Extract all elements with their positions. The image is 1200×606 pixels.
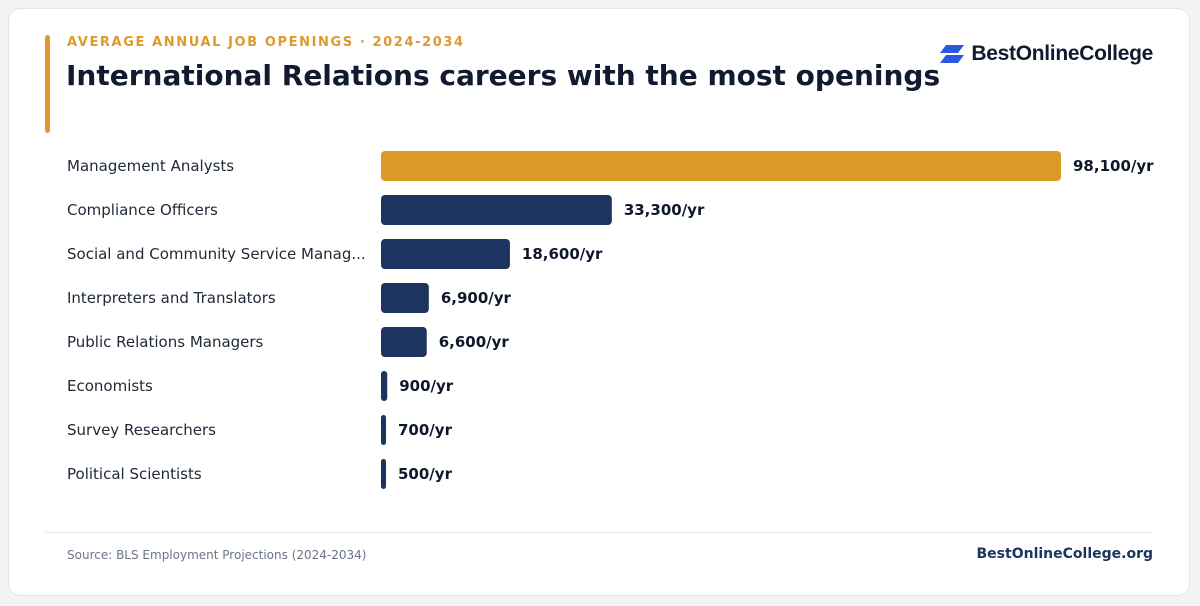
category-label: Economists (67, 377, 153, 395)
bar[interactable] (381, 195, 612, 225)
category-label: Social and Community Service Manag... (67, 245, 366, 263)
category-label: Political Scientists (67, 465, 202, 483)
bar[interactable] (381, 371, 388, 401)
brand-logo[interactable]: BestOnlineCollege (940, 40, 1153, 68)
category-label: Interpreters and Translators (67, 289, 276, 307)
value-label: 700/yr (398, 421, 453, 439)
value-label: 6,900/yr (441, 289, 512, 307)
category-label: Survey Researchers (67, 421, 216, 439)
bar[interactable] (381, 151, 1061, 181)
value-label: 18,600/yr (522, 245, 603, 263)
category-label: Compliance Officers (67, 201, 218, 219)
stacked-parallelogram-logo-icon (940, 45, 965, 63)
value-label: 900/yr (399, 377, 454, 395)
chart-title: International Relations careers with the… (66, 59, 941, 92)
footer-divider (45, 532, 1153, 533)
bar[interactable] (381, 459, 386, 489)
bar[interactable] (381, 327, 427, 357)
category-label: Management Analysts (67, 157, 234, 175)
category-label: Public Relations Managers (67, 333, 264, 351)
accent-bar (45, 35, 50, 133)
logo-text: BestOnlineCollege (971, 42, 1153, 65)
value-label: 98,100/yr (1073, 157, 1154, 175)
eyebrow-label: AVERAGE ANNUAL JOB OPENINGS · 2024-2034 (67, 35, 465, 50)
value-label: 6,600/yr (439, 333, 510, 351)
chart-card: AVERAGE ANNUAL JOB OPENINGS · 2024-2034 … (8, 8, 1190, 596)
bar[interactable] (381, 283, 429, 313)
source-note: Source: BLS Employment Projections (2024… (67, 548, 367, 562)
site-link[interactable]: BestOnlineCollege.org (976, 546, 1153, 562)
bar[interactable] (381, 415, 386, 445)
value-label: 33,300/yr (624, 201, 705, 219)
value-label: 500/yr (398, 465, 453, 483)
bar[interactable] (381, 239, 510, 269)
bar-chart: Management Analysts 98,100/yr Compliance O… (67, 151, 1154, 489)
